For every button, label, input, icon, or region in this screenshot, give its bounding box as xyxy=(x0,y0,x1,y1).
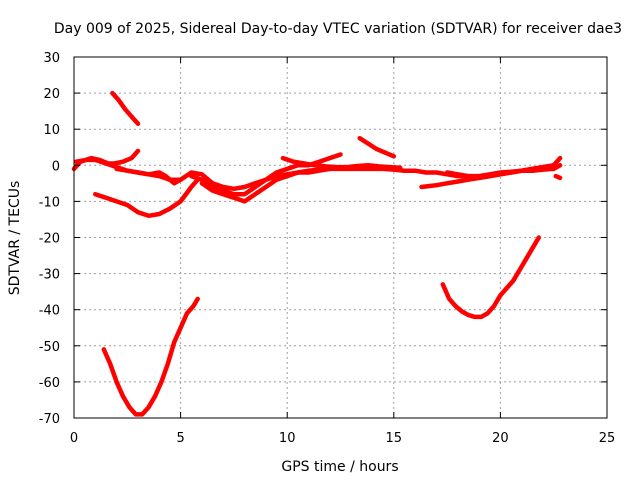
series-late-dip xyxy=(440,235,542,320)
chart-title: Day 009 of 2025, Sidereal Day-to-day VTE… xyxy=(54,21,622,37)
data-series xyxy=(71,90,563,417)
y-tick-label: 30 xyxy=(43,51,60,66)
y-tick-label: -20 xyxy=(39,232,60,247)
series-mid-19-22 xyxy=(444,163,556,181)
y-tick-label: -70 xyxy=(39,412,60,427)
y-tick-label: -60 xyxy=(39,376,60,391)
x-axis-label: GPS time / hours xyxy=(281,459,398,475)
x-tick-label: 25 xyxy=(599,431,616,446)
y-tick-label: -30 xyxy=(39,268,60,283)
y-tick-label: 20 xyxy=(43,87,60,102)
x-tick-label: 0 xyxy=(70,431,78,446)
x-tick-label: 10 xyxy=(279,431,296,446)
y-axis-label: SDTVAR / TECUs xyxy=(7,181,23,296)
series-near-zero-6 xyxy=(280,155,403,171)
y-tick-label: -40 xyxy=(39,304,60,319)
series-arc-13-15 xyxy=(357,135,397,159)
series-lower-left xyxy=(93,177,200,219)
series-upper-left xyxy=(110,90,141,127)
y-tick-label: -50 xyxy=(39,340,60,355)
y-tick-label: 10 xyxy=(43,123,60,138)
axis-ticks: 0 5 10 15 20 25 30 20 10 0 -10 -20 -30 -40 -50 -60 -70 xyxy=(39,51,616,446)
series-near-zero-4 xyxy=(189,152,343,197)
x-tick-label: 5 xyxy=(176,431,184,446)
x-tick-label: 15 xyxy=(386,431,403,446)
series-deep-dip xyxy=(101,296,200,417)
series-end-dot xyxy=(553,173,563,181)
grid-lines xyxy=(74,57,607,418)
y-tick-label: -10 xyxy=(39,195,60,210)
x-tick-label: 20 xyxy=(492,431,509,446)
y-tick-label: 0 xyxy=(52,159,60,174)
series-near-zero-5 xyxy=(199,166,333,204)
